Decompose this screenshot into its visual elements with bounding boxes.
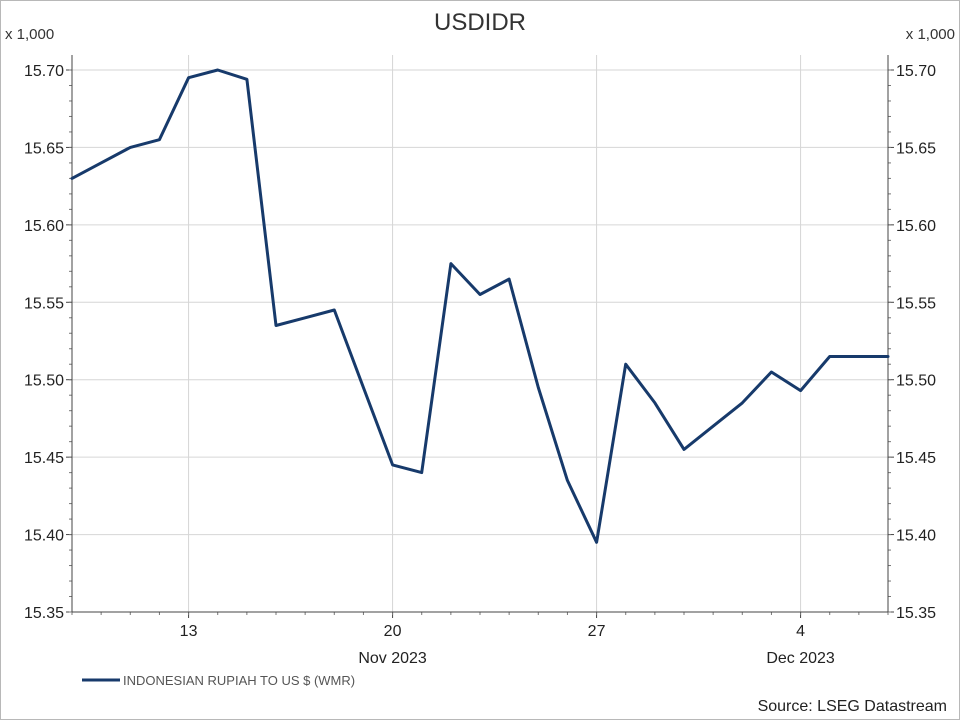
y-tick-label-left: 15.55 (24, 295, 64, 312)
x-tick-label: 20 (384, 623, 402, 640)
y-tick-label-right: 15.55 (896, 295, 936, 312)
x-tick-labels: 13 20 27 4 Nov 2023 Dec 2023 (180, 623, 835, 667)
y-tick-label-right: 15.35 (896, 605, 936, 622)
x-tick-label: 27 (588, 623, 606, 640)
x-month-label: Dec 2023 (766, 650, 835, 667)
y-tick-label-left: 15.50 (24, 373, 64, 390)
grid-lines (72, 55, 888, 613)
y-tick-label-right: 15.40 (896, 528, 936, 545)
y-tick-label-left: 15.35 (24, 605, 64, 622)
y-tick-label-right: 15.45 (896, 450, 936, 467)
source-label: Source: LSEG Datastream (758, 698, 947, 715)
legend-label: INDONESIAN RUPIAH TO US $ (WMR) (123, 673, 355, 688)
y-tick-label-left: 15.45 (24, 450, 64, 467)
y-tick-label-right: 15.65 (896, 140, 936, 157)
series-layer (70, 68, 890, 544)
y-tick-label-right: 15.70 (896, 63, 936, 80)
chart-title: USDIDR (434, 9, 526, 36)
axes (66, 55, 894, 618)
x-month-label: Nov 2023 (358, 650, 427, 667)
right-axis-unit: x 1,000 (906, 26, 955, 43)
y-tick-label-left: 15.60 (24, 218, 64, 235)
x-tick-label: 13 (180, 623, 198, 640)
left-axis-unit: x 1,000 (5, 26, 54, 43)
y-tick-label-left: 15.70 (24, 63, 64, 80)
y-tick-label-left: 15.65 (24, 140, 64, 157)
legend: INDONESIAN RUPIAH TO US $ (WMR) (82, 673, 355, 688)
x-tick-label: 4 (796, 623, 805, 640)
y-tick-labels: 15.70 15.70 15.65 15.65 15.60 15.60 15.55 15.55… (24, 63, 936, 622)
y-tick-label-right: 15.60 (896, 218, 936, 235)
y-tick-label-right: 15.50 (896, 373, 936, 390)
series-line (70, 68, 890, 544)
y-tick-label-left: 15.40 (24, 528, 64, 545)
